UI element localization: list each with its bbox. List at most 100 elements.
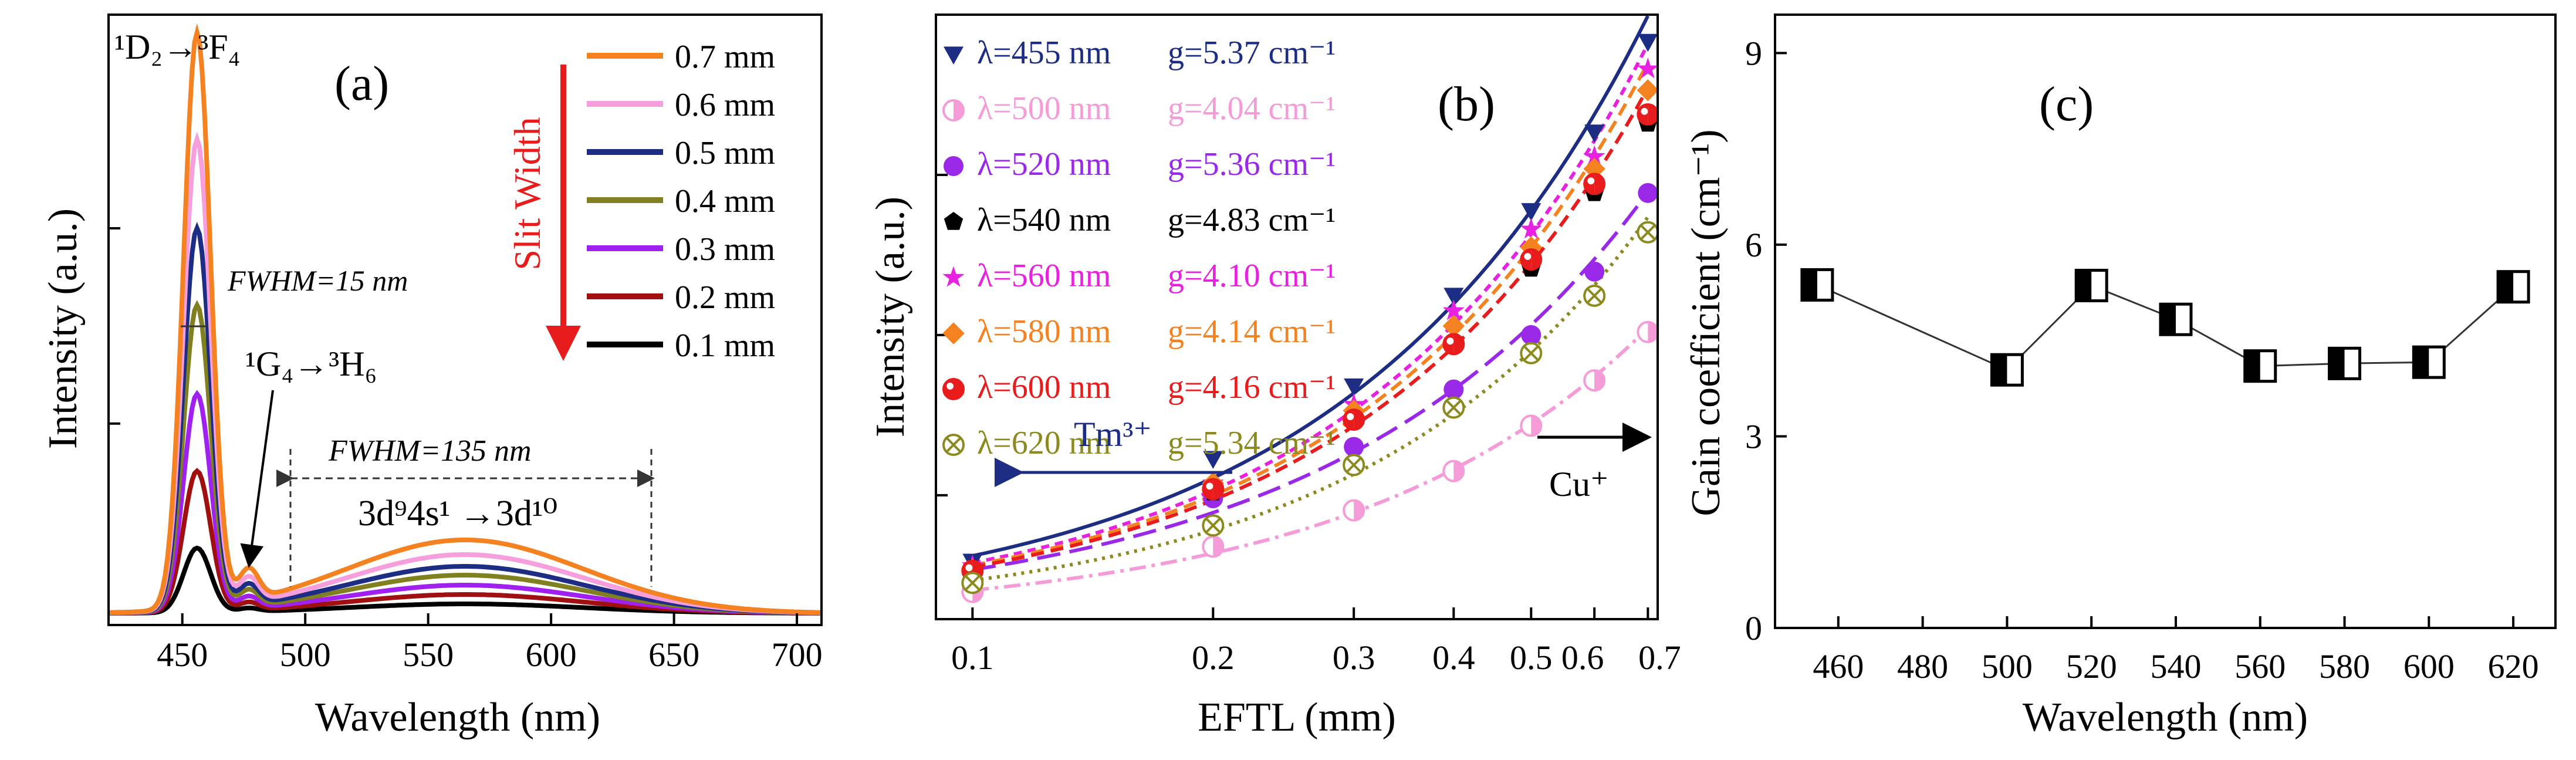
panel-c-ytick-label: 3	[1745, 417, 1762, 455]
panel-b-xtick-label: 0.5	[1510, 639, 1553, 677]
data-point-7-5	[1583, 284, 1606, 307]
legend-marker-7	[942, 434, 965, 456]
data-point-6-5	[1583, 173, 1606, 195]
panel-c-ticks: 460 480 500 520 540 560 580 600 620 0 3 6 9	[1745, 34, 2539, 685]
panel-a-fwhm-narrow: FWHM=15 nm	[227, 264, 408, 297]
panel-a: 450 500 550 600 650 700 (a) Wavelength (nm) I…	[40, 13, 823, 740]
data-point-1-5	[1583, 369, 1606, 392]
panel-c-xtick-label: 600	[2403, 647, 2455, 685]
panel-b-curves	[961, 15, 1658, 603]
panel-b-label: (b)	[1438, 77, 1495, 131]
panel-c-xtick-label: 620	[2488, 647, 2539, 685]
legend-lambda-7: λ=620 nm	[977, 425, 1111, 461]
panel-c-xtick-label: 540	[2150, 647, 2201, 685]
panel-a-ticks: 450 500 550 600 650 700	[109, 227, 823, 674]
tm-label: Tm³⁺	[1074, 415, 1152, 454]
legend-lambda-2: λ=520 nm	[977, 146, 1111, 183]
panel-a-xtick-label: 700	[772, 636, 823, 674]
data-point-7-4	[1520, 342, 1543, 364]
legend-lambda-3: λ=540 nm	[977, 202, 1111, 238]
legend-gain-7: g=5.34 cm⁻¹	[1168, 425, 1336, 461]
data-point-4-6	[1637, 58, 1658, 79]
legend-lambda-1: λ=500 nm	[977, 90, 1111, 127]
legend-marker-4	[942, 266, 965, 287]
fit-line-2	[972, 191, 1649, 572]
legend-marker-3	[944, 212, 964, 230]
data-point-1-3	[1442, 460, 1465, 482]
panel-b-ylabel: Intensity (a.u.)	[868, 197, 913, 437]
panel-c-ylabel: Gain coefficient (cm⁻¹)	[1683, 129, 1729, 516]
gain-point-1	[1990, 353, 2024, 387]
panel-b-xtick-label: 0.7	[1638, 639, 1681, 677]
legend-gain-4: g=4.10 cm⁻¹	[1168, 258, 1336, 294]
cu-label: Cu⁺	[1549, 465, 1609, 504]
panel-c-xtick-label: 460	[1813, 647, 1864, 685]
data-point-5-6	[1637, 79, 1658, 102]
panel-b-xtick-label: 0.3	[1333, 639, 1375, 677]
panel-c-ytick-label: 9	[1745, 34, 1762, 72]
panel-c: 460 480 500 520 540 560 580 600 620 0 3 6 9 (c) Wave…	[1683, 13, 2557, 740]
legend-gain-5: g=4.14 cm⁻¹	[1168, 313, 1336, 350]
data-point-6-2	[1343, 408, 1365, 431]
gain-point-4	[2243, 349, 2277, 383]
legend-marker-2	[944, 156, 964, 176]
data-point-2-2	[1344, 437, 1364, 457]
legend-label-0: 0.7 mm	[675, 39, 775, 75]
data-point-4-3	[1442, 299, 1465, 320]
panel-a-ylabel: Intensity (a.u.)	[40, 208, 86, 449]
panel-a-xtick-label: 550	[403, 636, 454, 674]
data-point-6-3	[1442, 333, 1465, 356]
data-point-7-6	[1637, 221, 1658, 244]
panel-a-fwhm-broad: FWHM=135 nm	[328, 434, 532, 468]
panel-a-legend: 0.7 mm 0.6 mm 0.5 mm 0.4 mm 0.3 mm 0.2 mm 0.1 …	[587, 39, 775, 364]
data-point-0-2	[1344, 378, 1364, 397]
data-point-7-3	[1442, 396, 1465, 419]
legend-marker-6	[942, 378, 965, 400]
legend-gain-6: g=4.16 cm⁻¹	[1168, 369, 1336, 406]
data-point-6-6	[1637, 103, 1658, 126]
data-point-0-3	[1443, 288, 1464, 306]
panel-a-xlabel: Wavelength (nm)	[315, 695, 600, 740]
legend-marker-0	[944, 46, 964, 65]
legend-label-2: 0.5 mm	[675, 135, 775, 171]
panel-b: 0.1 0.2 0.3 0.4 0.5 0.6 0.7 λ=455 nm g=5.37 cm⁻…	[868, 13, 1681, 740]
panel-b-xtick-label: 0.1	[951, 639, 994, 677]
panel-b-xtick-label: 0.6	[1561, 639, 1604, 677]
legend-gain-0: g=5.37 cm⁻¹	[1168, 35, 1336, 71]
data-point-2-5	[1584, 261, 1605, 282]
spectrum-line-0	[109, 23, 822, 615]
legend-gain-1: g=4.04 cm⁻¹	[1168, 90, 1336, 127]
gain-point-7	[2496, 270, 2530, 304]
panel-a-xtick-label: 500	[280, 636, 331, 674]
panel-a-frame	[107, 13, 823, 626]
data-point-1-6	[1637, 320, 1658, 343]
legend-lambda-4: λ=560 nm	[977, 258, 1111, 294]
legend-marker-5	[942, 322, 965, 344]
data-point-6-4	[1520, 248, 1543, 271]
panel-b-frame	[935, 13, 1659, 620]
panel-b-xtick-label: 0.4	[1432, 639, 1475, 677]
panel-c-xtick-label: 580	[2319, 647, 2370, 685]
data-point-1-4	[1520, 414, 1543, 437]
fit-line-4	[972, 43, 1649, 565]
data-point-7-0	[961, 572, 984, 595]
data-point-0-1	[1203, 451, 1223, 469]
panel-c-ytick-label: 0	[1745, 609, 1762, 647]
legend-gain-3: g=4.83 cm⁻¹	[1168, 202, 1336, 238]
panel-c-ytick-label: 6	[1745, 226, 1762, 264]
legend-marker-1	[942, 99, 965, 121]
legend-label-5: 0.2 mm	[675, 279, 775, 316]
data-point-6-1	[1202, 478, 1225, 501]
legend-lambda-0: λ=455 nm	[977, 35, 1111, 71]
data-point-0-5	[1584, 124, 1605, 143]
data-point-1-2	[1343, 499, 1365, 522]
legend-lambda-6: λ=600 nm	[977, 369, 1111, 406]
panel-a-xtick-label: 450	[157, 636, 208, 674]
gain-point-5	[2328, 346, 2362, 380]
panel-b-xtick-label: 0.2	[1192, 639, 1235, 677]
panel-c-xtick-label: 520	[2066, 647, 2117, 685]
data-point-4-4	[1520, 218, 1542, 239]
data-point-1-1	[1202, 535, 1225, 558]
panel-a-xtick-label: 650	[648, 636, 699, 674]
